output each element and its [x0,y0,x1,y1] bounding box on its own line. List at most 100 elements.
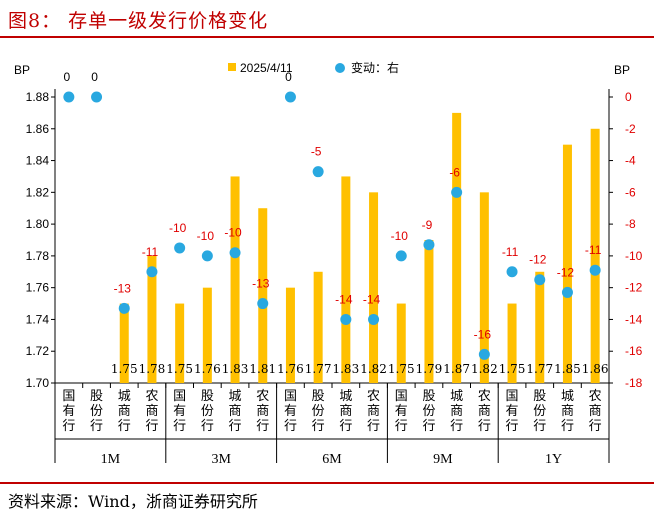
bar-value-label: 1.75 [388,362,415,376]
change-point [395,250,407,262]
category-label: 国 [62,389,75,404]
change-point [561,286,573,298]
right-tick-label: -4 [625,154,636,168]
category-label: 国 [284,389,297,404]
change-point [257,298,269,310]
bar [119,303,129,383]
change-point [506,266,518,278]
category-label: 商 [367,404,380,419]
category-label: 国 [506,389,519,404]
category-label: 股 [90,389,103,404]
bar-value-label: 1.79 [416,362,443,376]
right-tick-label: -14 [625,312,643,326]
category-label: 行 [201,419,214,434]
change-point [201,250,213,262]
category-label: 商 [256,404,269,419]
category-label: 行 [478,419,491,434]
category-label: 份 [422,404,435,419]
title-rule [0,36,654,38]
change-value-label: -10 [224,226,242,240]
category-label: 商 [450,404,463,419]
category-label: 有 [62,404,75,419]
left-tick-label: 1.72 [26,344,50,358]
bar-value-label: 1.77 [526,362,553,376]
category-label: 行 [450,419,463,434]
legend-bar-swatch [228,63,236,71]
change-point [174,242,186,254]
change-value-label: -11 [502,245,519,259]
category-label: 商 [478,404,491,419]
bar-value-label: 1.82 [360,362,387,376]
bar [452,112,462,383]
category-label: 行 [589,419,602,434]
change-value-label: -11 [142,245,159,259]
category-label: 行 [533,419,546,434]
change-value-label: -11 [585,243,602,257]
bar [230,176,240,383]
category-label: 行 [312,419,325,434]
change-point [340,313,352,325]
change-value-label: -10 [391,229,409,243]
left-tick-label: 1.74 [26,312,50,326]
category-label: 商 [145,404,158,419]
right-tick-label: -18 [625,376,643,390]
bar [396,303,406,383]
category-label: 行 [422,419,435,434]
change-value-label: 0 [91,70,98,84]
left-tick-label: 1.80 [26,217,50,231]
category-label: 国 [395,389,408,404]
category-label: 行 [229,419,242,434]
category-label: 份 [201,404,214,419]
bar [341,176,351,383]
change-value-label: -12 [529,253,547,267]
change-value-label: -14 [335,292,353,306]
change-point [534,274,546,286]
bar-value-label: 1.86 [582,362,609,376]
bar [313,271,323,383]
figure-title: 图8： 存单一级发行价格变化 [8,10,269,32]
left-tick-label: 1.76 [26,281,50,295]
category-label: 商 [229,404,242,419]
bar-scatter-chart: BP BP 1.70 1.72 1.74 1.76 1.78 1.80 1.82 1.84 1.86… [14,60,643,467]
bar [147,255,157,383]
category-label: 农 [478,389,491,404]
category-label: 行 [395,419,408,434]
category-label: 城 [118,389,131,404]
category-label: 行 [506,419,519,434]
bar-value-label: 1.75 [166,362,193,376]
change-point [63,91,75,103]
change-value-label: -13 [114,281,132,295]
category-label: 行 [367,419,380,434]
category-label: 有 [506,404,519,419]
category-label: 行 [561,419,574,434]
group-label: 1M [101,452,121,467]
bar-value-label: 1.78 [139,362,166,376]
category-label: 商 [589,404,602,419]
source-rule [0,482,654,484]
right-axis-label: BP [614,63,630,77]
category-label: 行 [339,419,352,434]
category-label: 国 [173,389,186,404]
category-label: 有 [395,404,408,419]
source-note: 资料来源：Wind，浙商证券研究所 [8,492,258,511]
category-label: 行 [284,419,297,434]
change-point [284,91,296,103]
change-value-label: -10 [197,229,215,243]
bar [507,303,517,383]
change-value-label: -9 [422,218,433,232]
change-point [368,313,380,325]
category-label: 商 [561,404,574,419]
group-label: 6M [322,452,342,467]
bar [562,144,572,383]
left-axis-label: BP [14,63,30,77]
bar [535,271,545,383]
category-label: 城 [229,389,242,404]
right-tick-label: -2 [625,122,636,136]
left-tick-label: 1.84 [26,154,50,168]
legend-point-swatch [335,63,345,73]
category-label: 份 [533,404,546,419]
bar-value-label: 1.83 [332,362,359,376]
change-value-label: -14 [363,292,381,306]
category-label: 行 [118,419,131,434]
category-label: 股 [201,389,214,404]
